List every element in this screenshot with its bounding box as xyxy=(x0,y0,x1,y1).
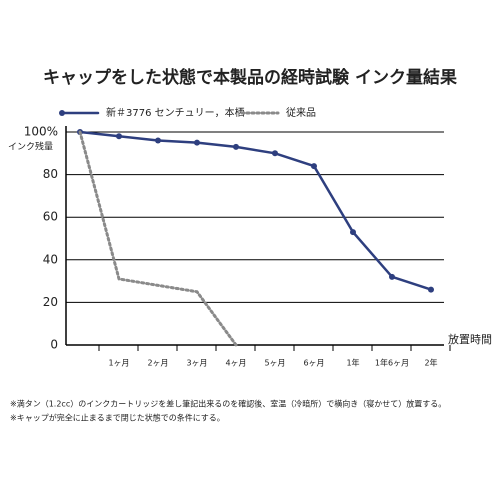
y-axis-label: インク残量 xyxy=(8,141,53,153)
y-tick-label: 20 xyxy=(43,295,58,309)
legend-label: 従来品 xyxy=(286,106,316,119)
y-tick-label: 80 xyxy=(43,167,58,181)
y-tick-label: 100% xyxy=(24,125,58,139)
point xyxy=(233,143,239,150)
x-tick-label: 5ヶ月 xyxy=(264,359,285,368)
point xyxy=(389,273,395,280)
point xyxy=(428,286,434,293)
x-tick-label: 3ヶ月 xyxy=(186,359,207,368)
series-line xyxy=(78,130,238,347)
y-tick-label: 0 xyxy=(50,338,58,352)
legend-label: 新＃3776 センチュリー，本栖 xyxy=(106,106,245,119)
point xyxy=(116,133,122,140)
point xyxy=(311,163,317,170)
point xyxy=(194,139,200,146)
legend-marker xyxy=(59,110,65,116)
series-line xyxy=(78,130,433,291)
point xyxy=(350,229,356,236)
x-axis-label: 放置時間 xyxy=(448,332,492,346)
x-tick-label: 1ヶ月 xyxy=(108,359,129,368)
chart-title: キャップをした状態で本製品の経時試験 インク量結果 xyxy=(43,67,457,88)
x-tick-label: 2年 xyxy=(424,358,437,368)
x-tick-label: 1年6ヶ月 xyxy=(375,358,409,368)
note: ※キャップが完全に止まるまで閉じた状態での条件にする。 xyxy=(10,413,225,423)
x-tick-label: 4ヶ月 xyxy=(225,359,246,368)
y-tick-label: 60 xyxy=(43,210,58,224)
y-tick-label: 40 xyxy=(43,252,58,266)
point xyxy=(155,137,161,144)
x-tick-label: 2ヶ月 xyxy=(147,359,168,368)
x-tick-label: 1年 xyxy=(346,358,359,368)
x-tick-label: 6ヶ月 xyxy=(303,359,324,368)
note: ※満タン（1.2cc）のインクカートリッジを差し筆記出来るのを確認後、室温（冷暗… xyxy=(10,399,446,409)
point xyxy=(272,150,278,157)
